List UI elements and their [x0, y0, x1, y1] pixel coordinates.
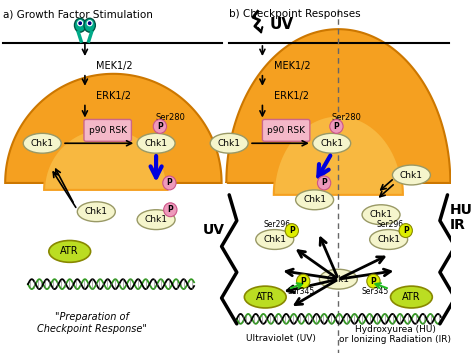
- Text: Chk1: Chk1: [85, 207, 108, 216]
- Text: Ser345: Ser345: [362, 287, 389, 296]
- Text: P: P: [301, 277, 306, 286]
- Text: P: P: [334, 122, 339, 131]
- Text: P: P: [167, 205, 173, 214]
- Ellipse shape: [245, 286, 286, 308]
- Ellipse shape: [362, 205, 400, 225]
- Text: p90 RSK: p90 RSK: [267, 126, 305, 135]
- Text: UV: UV: [202, 223, 225, 236]
- Text: ATR: ATR: [256, 292, 274, 302]
- Ellipse shape: [330, 119, 343, 133]
- Ellipse shape: [153, 119, 166, 133]
- Polygon shape: [44, 129, 167, 190]
- Text: Ser345: Ser345: [288, 287, 315, 296]
- Ellipse shape: [318, 176, 331, 190]
- Ellipse shape: [77, 202, 115, 222]
- Text: UV: UV: [270, 17, 294, 32]
- Text: ERK1/2: ERK1/2: [274, 91, 309, 101]
- Polygon shape: [5, 74, 221, 183]
- Ellipse shape: [392, 165, 430, 185]
- Ellipse shape: [370, 230, 408, 250]
- Text: Chk1: Chk1: [263, 235, 286, 244]
- Ellipse shape: [137, 210, 175, 230]
- Text: Ultraviolet (UV): Ultraviolet (UV): [246, 334, 316, 343]
- Ellipse shape: [296, 190, 334, 210]
- Text: MEK1/2: MEK1/2: [96, 61, 133, 71]
- Ellipse shape: [87, 21, 92, 26]
- Ellipse shape: [89, 22, 91, 24]
- Text: P: P: [289, 226, 295, 235]
- Ellipse shape: [256, 230, 294, 250]
- Text: Hydroxyurea (HU)
or Ionizing Radiation (IR): Hydroxyurea (HU) or Ionizing Radiation (…: [339, 325, 451, 344]
- Text: Chk1: Chk1: [303, 195, 326, 204]
- Ellipse shape: [285, 224, 299, 238]
- Ellipse shape: [23, 133, 61, 153]
- Text: b) Checkpoint Responses: b) Checkpoint Responses: [229, 9, 361, 19]
- Ellipse shape: [78, 21, 82, 26]
- FancyBboxPatch shape: [263, 119, 310, 141]
- Text: ATR: ATR: [60, 246, 79, 256]
- FancyBboxPatch shape: [84, 119, 131, 141]
- Ellipse shape: [367, 274, 380, 288]
- Text: Chk1: Chk1: [400, 171, 423, 179]
- Text: Ser280: Ser280: [155, 113, 185, 122]
- Ellipse shape: [49, 240, 91, 262]
- Text: Chk1: Chk1: [218, 139, 241, 148]
- Polygon shape: [274, 115, 403, 195]
- Text: Chk1: Chk1: [145, 215, 168, 224]
- Ellipse shape: [163, 176, 176, 190]
- Text: Chk1: Chk1: [320, 139, 343, 148]
- Ellipse shape: [297, 274, 310, 288]
- Text: IR: IR: [449, 218, 465, 232]
- Text: Ser280: Ser280: [332, 113, 362, 122]
- Ellipse shape: [391, 286, 432, 308]
- Ellipse shape: [84, 18, 95, 32]
- Text: ERK1/2: ERK1/2: [96, 91, 131, 101]
- Text: ATR: ATR: [402, 292, 421, 302]
- Text: "Preparation of: "Preparation of: [55, 312, 128, 322]
- Text: MEK1/2: MEK1/2: [274, 61, 310, 71]
- Polygon shape: [227, 29, 450, 183]
- Text: Ser296: Ser296: [263, 220, 290, 229]
- Text: P: P: [321, 178, 327, 188]
- Text: HU: HU: [449, 203, 472, 217]
- Text: a) Growth Factor Stimulation: a) Growth Factor Stimulation: [3, 9, 153, 19]
- Ellipse shape: [210, 133, 248, 153]
- Ellipse shape: [79, 22, 82, 24]
- Text: Chk1: Chk1: [327, 275, 350, 284]
- Text: P: P: [166, 178, 172, 188]
- Text: P: P: [371, 277, 376, 286]
- Text: Chk1: Chk1: [145, 139, 168, 148]
- Ellipse shape: [74, 18, 86, 32]
- Text: p90 RSK: p90 RSK: [89, 126, 127, 135]
- Ellipse shape: [137, 133, 175, 153]
- Ellipse shape: [319, 269, 357, 289]
- Ellipse shape: [164, 203, 177, 217]
- Ellipse shape: [313, 133, 351, 153]
- Text: Chk1: Chk1: [370, 210, 392, 219]
- Text: Checkpoint Response": Checkpoint Response": [36, 324, 146, 334]
- Text: P: P: [403, 226, 409, 235]
- Text: Chk1: Chk1: [31, 139, 54, 148]
- Text: Ser296: Ser296: [377, 220, 404, 229]
- Text: Chk1: Chk1: [377, 235, 400, 244]
- Ellipse shape: [399, 224, 412, 238]
- Text: P: P: [157, 122, 163, 131]
